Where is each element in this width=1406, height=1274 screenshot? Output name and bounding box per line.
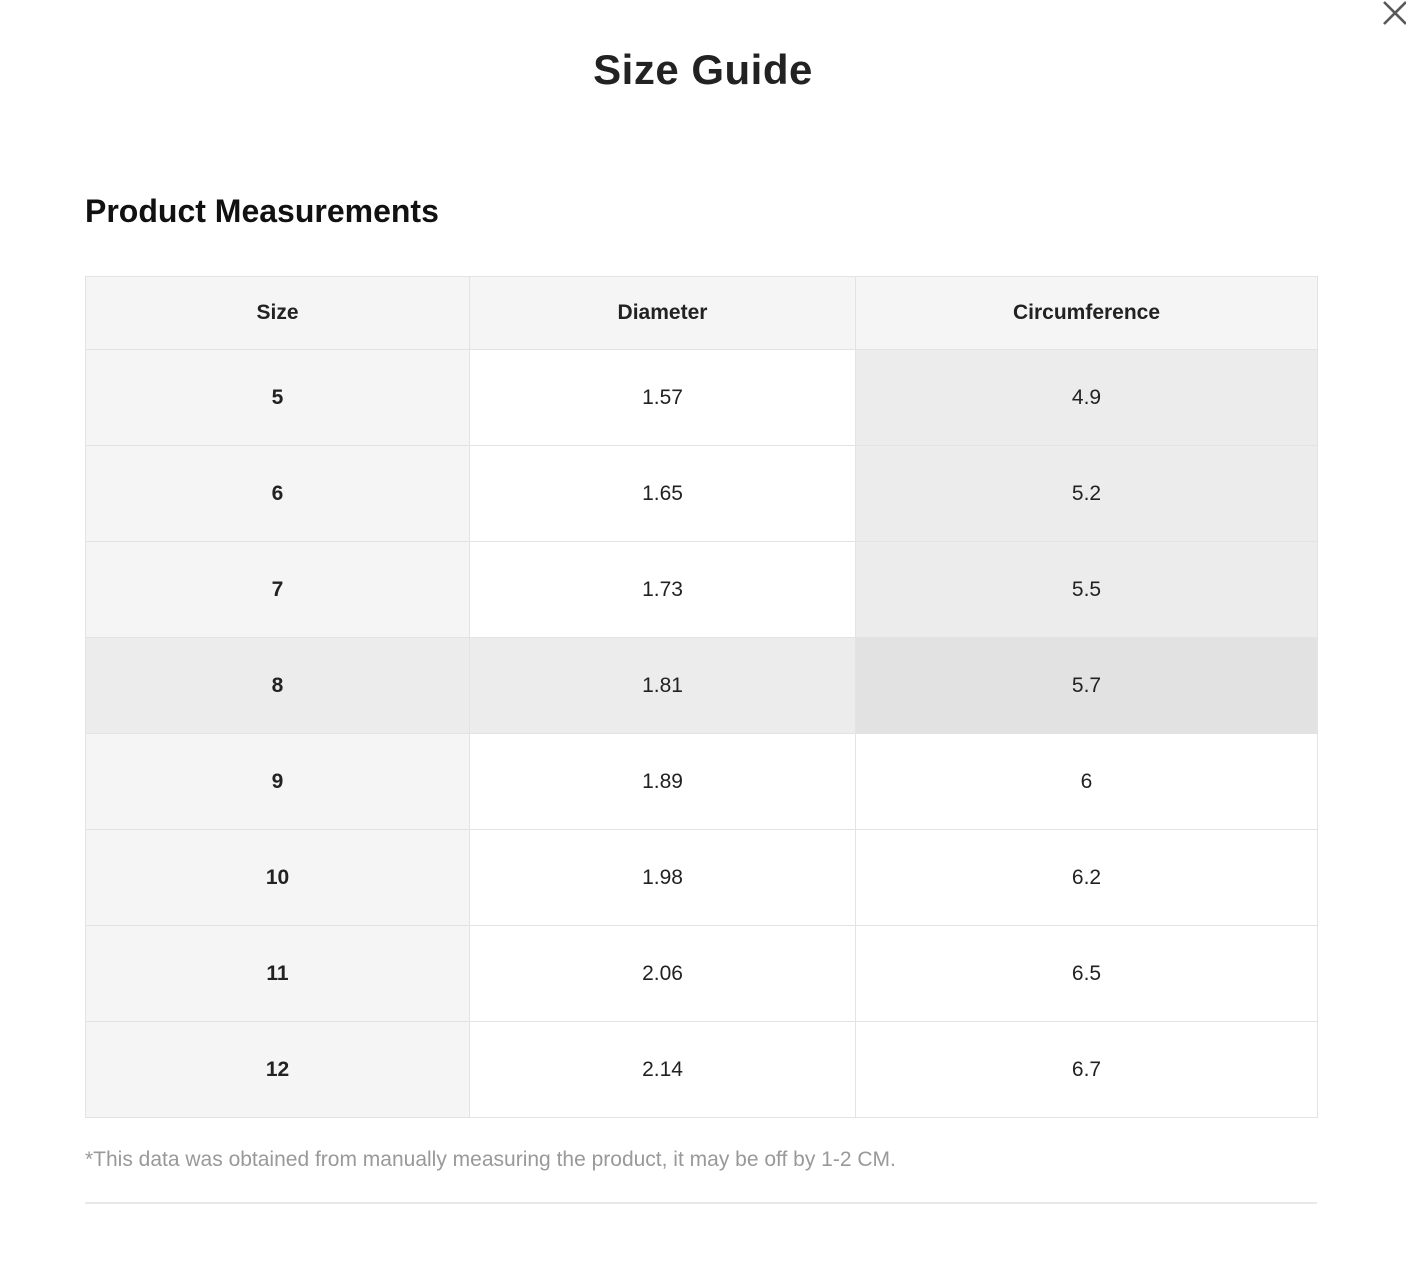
section-heading: Product Measurements — [85, 193, 439, 229]
cell-diameter[interactable]: 1.65 — [469, 445, 856, 542]
table-header-row: Size Diameter Circumference — [85, 276, 1318, 350]
cell-circumference[interactable]: 6 — [855, 733, 1318, 830]
modal-content: Product Measurements Size Diameter Circu… — [85, 192, 1318, 1204]
column-header-diameter: Diameter — [469, 276, 856, 350]
cell-circumference[interactable]: 6.7 — [855, 1021, 1318, 1118]
cell-size[interactable]: 9 — [85, 733, 470, 830]
cell-size[interactable]: 11 — [85, 925, 470, 1022]
cell-circumference[interactable]: 5.2 — [855, 445, 1318, 542]
table-row: 10 1.98 6.2 — [85, 829, 1318, 926]
table-row-hovered: 8 1.81 5.7 — [85, 637, 1318, 734]
section-divider — [85, 1202, 1317, 1204]
table-row: 5 1.57 4.9 — [85, 349, 1318, 446]
cell-size[interactable]: 6 — [85, 445, 470, 542]
table-row: 9 1.89 6 — [85, 733, 1318, 830]
cell-circumference[interactable]: 6.5 — [855, 925, 1318, 1022]
column-header-size: Size — [85, 276, 470, 350]
cell-circumference-hovered[interactable]: 5.7 — [855, 637, 1318, 734]
measurements-table: Size Diameter Circumference 5 1.57 4.9 6… — [85, 276, 1318, 1118]
cell-diameter[interactable]: 1.73 — [469, 541, 856, 638]
cell-diameter[interactable]: 1.98 — [469, 829, 856, 926]
table-row: 7 1.73 5.5 — [85, 541, 1318, 638]
column-header-circumference: Circumference — [855, 276, 1318, 350]
modal-title: Size Guide — [593, 46, 813, 93]
cell-circumference[interactable]: 5.5 — [855, 541, 1318, 638]
close-button[interactable] — [1377, 0, 1406, 31]
cell-diameter[interactable]: 1.57 — [469, 349, 856, 446]
cell-diameter[interactable]: 1.81 — [469, 637, 856, 734]
table-row: 12 2.14 6.7 — [85, 1021, 1318, 1118]
cell-size[interactable]: 12 — [85, 1021, 470, 1118]
cell-diameter[interactable]: 1.89 — [469, 733, 856, 830]
cell-size[interactable]: 7 — [85, 541, 470, 638]
cell-diameter[interactable]: 2.14 — [469, 1021, 856, 1118]
table-row: 6 1.65 5.2 — [85, 445, 1318, 542]
cell-size[interactable]: 10 — [85, 829, 470, 926]
close-icon — [1377, 1, 1406, 34]
cell-diameter[interactable]: 2.06 — [469, 925, 856, 1022]
cell-size[interactable]: 8 — [85, 637, 470, 734]
measurement-disclaimer: *This data was obtained from manually me… — [85, 1148, 896, 1171]
table-row: 11 2.06 6.5 — [85, 925, 1318, 1022]
cell-size[interactable]: 5 — [85, 349, 470, 446]
cell-circumference[interactable]: 4.9 — [855, 349, 1318, 446]
cell-circumference[interactable]: 6.2 — [855, 829, 1318, 926]
